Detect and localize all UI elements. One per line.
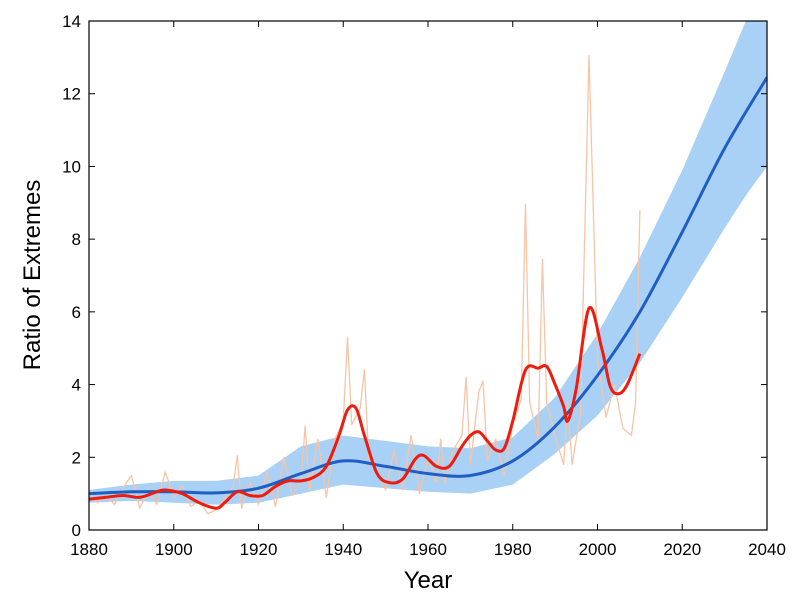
x-tick-label: 1920 — [240, 540, 278, 559]
x-tick-label: 2020 — [663, 540, 701, 559]
y-tick-label: 0 — [72, 521, 81, 540]
x-tick-label: 1880 — [70, 540, 108, 559]
y-tick-label: 12 — [62, 85, 81, 104]
x-tick-label: 2000 — [579, 540, 617, 559]
x-tick-label: 1980 — [494, 540, 532, 559]
y-tick-label: 2 — [72, 448, 81, 467]
y-tick-label: 10 — [62, 157, 81, 176]
y-axis-title: Ratio of Extremes — [19, 180, 46, 371]
x-axis-title: Year — [404, 567, 453, 594]
y-tick-label: 8 — [72, 230, 81, 249]
y-tick-label: 6 — [72, 303, 81, 322]
y-tick-label: 4 — [72, 376, 81, 395]
x-tick-label: 1900 — [155, 540, 193, 559]
uncertainty-band — [89, 21, 767, 505]
x-tick-label: 2040 — [748, 540, 786, 559]
x-tick-label: 1940 — [324, 540, 362, 559]
y-tick-label: 14 — [62, 12, 81, 31]
x-tick-label: 1960 — [409, 540, 447, 559]
trend-series-line — [89, 76, 767, 496]
smoothed-series-line — [89, 305, 642, 510]
